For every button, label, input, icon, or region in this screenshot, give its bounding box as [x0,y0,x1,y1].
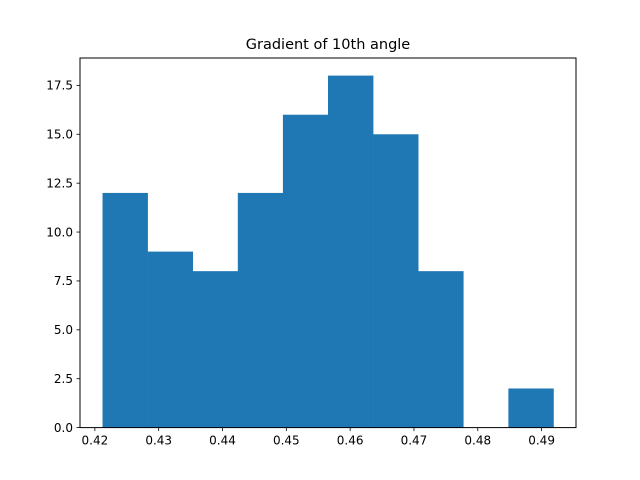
histogram-bar [147,251,194,428]
chart-title: Gradient of 10th angle [246,37,411,53]
x-tick-label: 0.49 [528,434,555,448]
y-tick-label: 15.0 [46,128,73,142]
y-axis: 0.0 2.5 5.0 7.5 10.0 12.5 15.0 17.5 [46,79,80,435]
histogram-bar [328,75,374,428]
histogram-bar [237,192,284,428]
y-tick-label: 17.5 [46,79,73,93]
y-tick-label: 0.0 [54,421,73,435]
x-tick-label: 0.47 [401,434,428,448]
x-tick-label: 0.43 [145,434,172,448]
histogram-bar [282,114,329,428]
bars-group [102,75,554,428]
y-tick-label: 5.0 [54,323,73,337]
histogram-bar [418,271,464,428]
histogram-bar [373,134,419,428]
x-tick-label: 0.42 [82,434,109,448]
x-tick-label: 0.46 [337,434,364,448]
x-tick-label: 0.44 [209,434,236,448]
x-tick-label: 0.48 [464,434,491,448]
x-axis: 0.42 0.43 0.44 0.45 0.46 0.47 0.48 0.49 [82,427,555,448]
histogram-bar [192,271,239,428]
plot-frame [79,57,577,429]
y-tick-label: 12.5 [46,176,73,190]
y-tick-label: 10.0 [46,225,73,239]
x-tick-label: 0.45 [273,434,300,448]
histogram-bar [102,192,148,428]
y-tick-label: 2.5 [54,372,73,386]
y-tick-label: 7.5 [54,274,73,288]
histogram-bar [508,388,554,428]
